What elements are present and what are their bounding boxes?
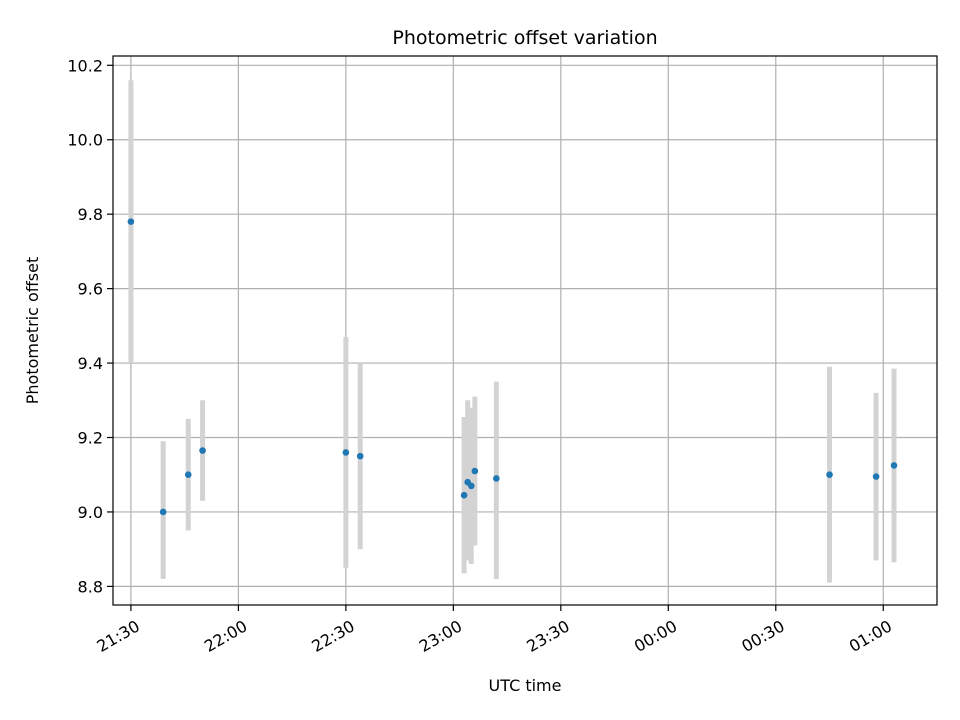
y-tick-label: 9.4 xyxy=(78,354,103,373)
y-tick-label: 9.0 xyxy=(78,503,103,522)
chart-title: Photometric offset variation xyxy=(392,27,657,49)
data-point xyxy=(471,467,479,475)
data-points xyxy=(127,218,898,516)
y-tick-label: 9.2 xyxy=(78,429,103,448)
data-point xyxy=(342,449,350,456)
x-axis-title: UTC time xyxy=(489,676,562,695)
data-point xyxy=(184,471,192,479)
data-point xyxy=(467,482,475,490)
data-point xyxy=(826,471,833,479)
y-axis-title: Photometric offset xyxy=(23,257,42,405)
data-point xyxy=(890,462,898,469)
data-point xyxy=(127,218,135,225)
y-tick-label: 10.0 xyxy=(67,131,103,150)
data-point xyxy=(493,475,500,482)
y-tick-label: 9.8 xyxy=(78,205,103,224)
data-point xyxy=(356,452,364,460)
y-tick-label: 8.8 xyxy=(78,577,103,596)
data-point xyxy=(872,473,880,480)
plot-area xyxy=(112,55,938,606)
y-axis-ticks: 8.8 9.0 9.2 9.4 9.6 9.8 10.0 10.2 xyxy=(67,56,113,596)
grid xyxy=(113,56,937,605)
y-tick-label: 10.2 xyxy=(67,56,103,75)
data-point xyxy=(460,491,468,499)
data-point xyxy=(159,508,167,516)
y-tick-label: 9.6 xyxy=(78,280,103,299)
data-point xyxy=(199,447,206,454)
